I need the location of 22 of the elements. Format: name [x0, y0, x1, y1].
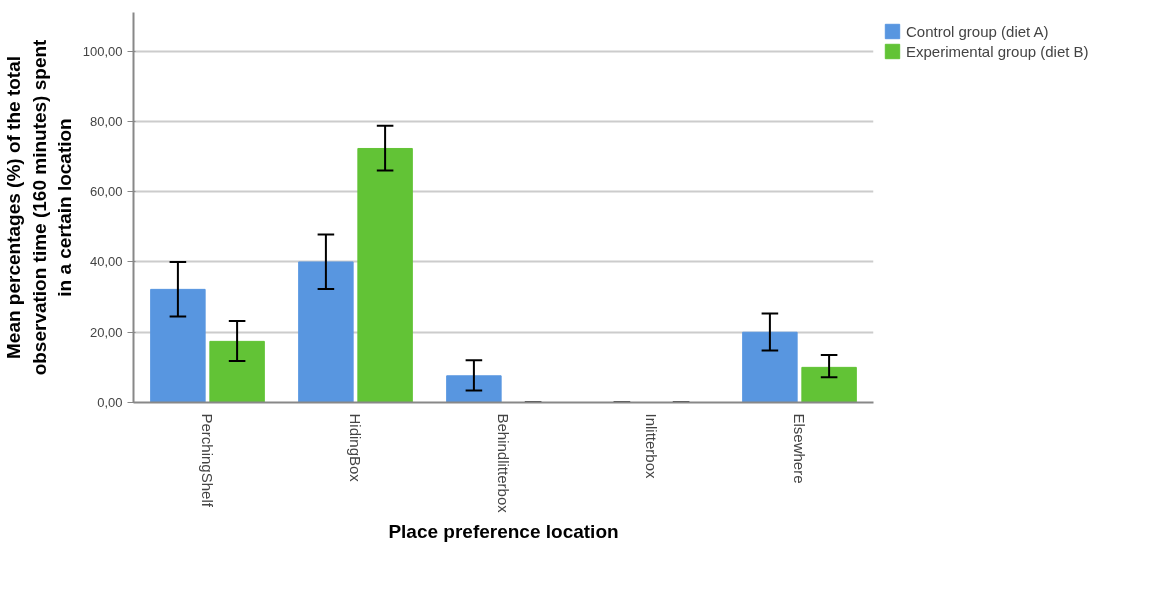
x-tick-label: PerchingShelf: [199, 413, 216, 508]
y-tick-label: 0,00: [97, 395, 123, 410]
x-tick-label: Inlitterbox: [643, 413, 660, 480]
y-tick-label: 20,00: [89, 324, 123, 340]
x-tick-label: Behindlitterbox: [495, 413, 512, 514]
legend-label: Experimental group (diet B): [906, 42, 1089, 60]
bar: [150, 288, 206, 403]
legend-label: Control group (diet A): [906, 22, 1049, 40]
x-axis-title: Place preference location: [388, 520, 619, 542]
bar: [742, 331, 798, 403]
bar: [801, 366, 857, 403]
x-tick-label: Elsewhere: [791, 413, 808, 484]
y-tick-label: 40,00: [89, 254, 123, 270]
bar: [357, 147, 413, 403]
x-tick-label: HidingBox: [347, 413, 364, 483]
bar: [209, 340, 265, 403]
y-tick-label: 60,00: [89, 184, 123, 200]
y-tick-label: 80,00: [89, 113, 123, 129]
y-tick-label: 100,00: [82, 43, 123, 59]
y-axis-title: Mean percentages (%) of the total observation time (160 minutes) spent in a certain location: [3, 38, 75, 376]
bar: [446, 375, 502, 403]
bar: [298, 261, 354, 403]
